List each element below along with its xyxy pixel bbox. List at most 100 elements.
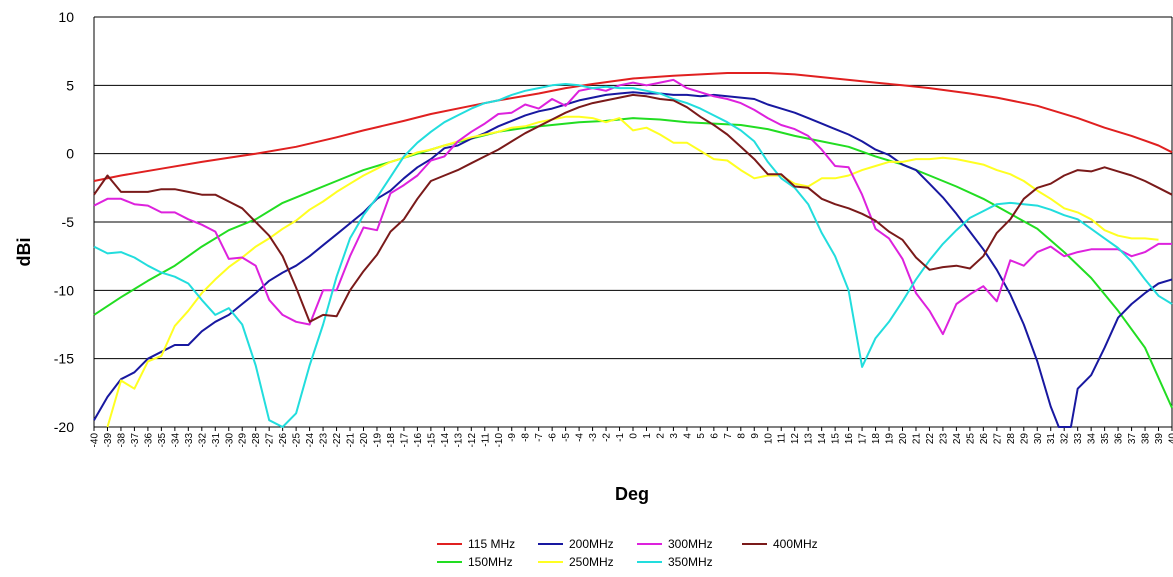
y-tick-label-4: -10 <box>54 282 74 298</box>
x-tick-label-66: 26 <box>979 433 990 445</box>
series-line-3 <box>106 115 1159 428</box>
series-line-6 <box>93 93 1173 323</box>
y-tick-label-1: 5 <box>66 77 74 93</box>
x-tick-label-49: 9 <box>750 433 761 439</box>
x-tick-label-23: -17 <box>399 433 410 448</box>
x-tick-label-14: -26 <box>278 433 289 448</box>
x-tick-label-29: -11 <box>480 433 491 447</box>
series-line-1 <box>93 117 1173 409</box>
legend-label-2: 200MHz <box>569 537 614 551</box>
y-axis-title: dBi <box>14 238 34 267</box>
x-tick-label-22: -18 <box>386 433 397 448</box>
x-tick-label-45: 5 <box>696 433 707 439</box>
x-tick-label-56: 16 <box>844 433 855 445</box>
x-tick-label-40: 0 <box>629 433 640 439</box>
y-tick-labels: 10 5 0 -5 -10 -15 -20 <box>54 9 74 435</box>
y-tick-label-2: 0 <box>66 146 74 162</box>
x-tick-label-59: 19 <box>885 433 896 445</box>
x-tick-label-76: 36 <box>1114 433 1125 445</box>
x-tick-label-37: -3 <box>588 433 599 442</box>
x-tick-label-11: -29 <box>238 433 249 448</box>
x-tick-label-18: -22 <box>332 433 343 448</box>
x-tick-label-68: 28 <box>1006 433 1017 445</box>
x-tick-label-73: 33 <box>1073 433 1084 445</box>
x-tick-label-52: 12 <box>790 433 801 445</box>
legend-label-5: 350MHz <box>668 555 713 569</box>
x-tick-label-43: 3 <box>669 433 680 439</box>
x-tick-label-3: -37 <box>130 433 141 448</box>
x-tick-label-6: -34 <box>170 433 181 448</box>
y-tick-label-6: -20 <box>54 419 74 435</box>
x-tick-label-51: 11 <box>777 433 788 444</box>
y-tick-label-3: -5 <box>62 214 75 230</box>
x-tick-label-65: 25 <box>965 433 976 445</box>
x-tick-label-26: -14 <box>440 433 451 448</box>
x-tick-label-79: 39 <box>1154 433 1165 445</box>
x-tick-label-69: 29 <box>1019 433 1030 445</box>
x-tick-label-36: -4 <box>575 433 586 442</box>
x-tick-label-58: 18 <box>871 433 882 445</box>
x-tick-label-50: 10 <box>763 433 774 445</box>
x-tick-label-9: -31 <box>211 433 222 448</box>
x-tick-label-12: -28 <box>251 433 262 448</box>
x-tick-label-28: -12 <box>467 433 478 448</box>
x-tick-label-39: -1 <box>615 433 626 442</box>
x-tick-label-10: -30 <box>224 433 235 448</box>
x-tick-label-8: -32 <box>197 433 208 448</box>
x-tick-label-25: -15 <box>426 433 437 448</box>
x-tick-label-78: 38 <box>1141 433 1152 445</box>
x-tick-label-62: 22 <box>925 433 936 445</box>
x-tick-label-7: -33 <box>184 433 195 448</box>
series-line-0 <box>93 72 1173 182</box>
x-tick-label-70: 30 <box>1033 433 1044 445</box>
x-tick-label-77: 37 <box>1127 433 1138 445</box>
x-tick-label-64: 24 <box>952 433 963 445</box>
x-tick-label-21: -19 <box>373 433 384 448</box>
x-tick-label-5: -35 <box>157 433 168 448</box>
x-tick-label-27: -13 <box>453 433 464 448</box>
x-tick-label-42: 2 <box>656 433 667 439</box>
x-tick-label-31: -9 <box>507 433 518 442</box>
y-tick-label-5: -15 <box>54 351 74 367</box>
x-tick-label-41: 1 <box>642 433 653 439</box>
x-tick-label-48: 8 <box>736 433 747 439</box>
x-tick-label-74: 34 <box>1087 433 1098 445</box>
x-tick-label-32: -8 <box>521 433 532 442</box>
x-tick-label-24: -16 <box>413 433 424 448</box>
x-tick-label-30: -10 <box>494 433 505 448</box>
x-tick-label-55: 15 <box>831 433 842 445</box>
x-tick-label-0: -40 <box>90 433 101 448</box>
x-tick-label-46: 6 <box>709 433 720 439</box>
legend-label-4: 300MHz <box>668 537 713 551</box>
x-tick-label-19: -21 <box>346 433 357 448</box>
x-tick-label-63: 23 <box>938 433 949 445</box>
x-tick-label-13: -27 <box>265 433 276 448</box>
x-tick-label-17: -23 <box>319 433 330 448</box>
x-tick-label-47: 7 <box>723 433 734 439</box>
x-tick-label-61: 21 <box>912 433 923 445</box>
legend: 115 MHz 200MHz 300MHz 400MHz 150MHz 250MHz 350… <box>437 537 818 569</box>
x-tick-label-1: -39 <box>103 433 114 448</box>
x-tick-label-44: 4 <box>682 433 693 439</box>
x-tick-label-2: -38 <box>117 433 128 448</box>
x-tick-label-57: 17 <box>858 433 869 445</box>
legend-label-6: 400MHz <box>773 537 818 551</box>
x-tick-label-67: 27 <box>992 433 1003 445</box>
x-tick-labels: -40 -39 -38 -37 -36 -35 -34 -33 -32 -31 -30 -29 -28-… <box>90 433 1173 448</box>
x-tick-label-60: 20 <box>898 433 909 445</box>
legend-label-1: 150MHz <box>468 555 513 569</box>
y-tick-label-0: 10 <box>58 9 74 25</box>
x-tick-label-72: 32 <box>1060 433 1071 445</box>
x-tick-label-75: 35 <box>1100 433 1111 445</box>
x-tick-label-33: -7 <box>534 433 545 442</box>
series-lines <box>93 72 1173 428</box>
legend-label-0: 115 MHz <box>468 537 515 551</box>
x-tick-label-80: 40 <box>1168 433 1173 445</box>
x-tick-label-71: 31 <box>1046 433 1057 445</box>
series-line-4 <box>93 78 1172 336</box>
x-tick-label-38: -2 <box>602 433 613 442</box>
x-tick-label-54: 14 <box>817 433 828 445</box>
series-line-5 <box>93 83 1173 428</box>
x-tick-label-53: 13 <box>804 433 815 445</box>
